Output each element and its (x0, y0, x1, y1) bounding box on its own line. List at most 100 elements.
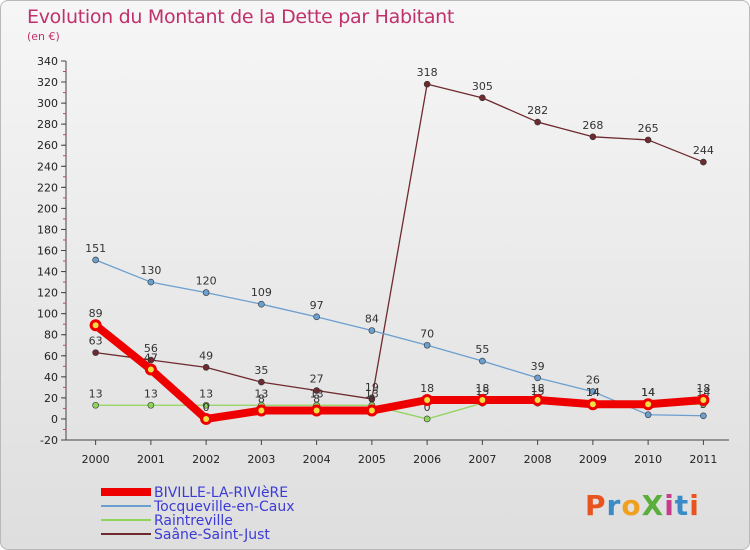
data-label: 130 (140, 264, 161, 277)
data-label: 120 (196, 275, 217, 288)
legend: BIVILLE-LA-RIVIèRETocqueville-en-CauxRai… (101, 485, 294, 543)
data-point (700, 412, 707, 420)
logo-letter: P (585, 489, 607, 522)
logo-letter: r (606, 489, 622, 522)
data-label: 39 (531, 360, 545, 373)
data-point (589, 388, 597, 395)
data-label: 56 (144, 342, 158, 355)
data-point (534, 118, 541, 126)
data-label: 244 (693, 144, 714, 157)
y-tick-label: 0 (51, 413, 58, 426)
data-point-center (534, 396, 541, 403)
data-point (479, 94, 486, 102)
data-point (202, 289, 210, 296)
y-tick-label: 20 (44, 392, 58, 405)
data-point (92, 256, 99, 264)
data-point-center (700, 396, 707, 403)
data-point (92, 401, 99, 409)
y-tick-label: 280 (37, 118, 58, 131)
x-tick-label: 2003 (247, 453, 275, 466)
data-point (534, 374, 541, 382)
data-label: 305 (472, 80, 493, 93)
data-point (423, 341, 431, 349)
data-point (313, 387, 320, 394)
data-label: 49 (199, 349, 213, 362)
data-label: 15 (531, 385, 545, 398)
data-label: 8 (258, 393, 265, 406)
y-ticks: -20 0 20 40 60 80 100 120 140 160 180 200 220 240 260 2… (37, 55, 66, 447)
data-point (423, 80, 431, 88)
legend-label: BIVILLE-LA-RIVIèRE (154, 485, 288, 501)
x-tick-label: 2000 (82, 453, 110, 466)
data-label: 268 (582, 119, 603, 132)
data-label: 14 (641, 386, 655, 399)
data-label: 18 (420, 382, 434, 395)
data-point (313, 313, 320, 321)
y-tick-label: 180 (37, 223, 58, 236)
data-label: 13 (365, 387, 379, 400)
data-label: 0 (424, 401, 431, 414)
data-label: 47 (144, 351, 158, 364)
data-point-center (313, 407, 320, 414)
y-tick-label: 200 (37, 202, 58, 215)
x-tick-label: 2009 (579, 453, 607, 466)
chart-title: Evolution du Montant de la Dette par Hab… (27, 6, 455, 28)
logo-letter: X (641, 489, 665, 522)
y-tick-label: 60 (44, 350, 58, 363)
logo-letter: t (674, 489, 690, 522)
data-label: 13 (254, 387, 268, 400)
y-tick-label: 260 (37, 139, 58, 152)
data-label: 265 (638, 122, 659, 135)
y-tick-label: 120 (37, 287, 58, 300)
x-tick-label: 2006 (413, 453, 441, 466)
y-tick-label: 40 (44, 371, 58, 384)
data-label: 0 (203, 401, 210, 414)
data-point (368, 327, 376, 334)
logo-letter: i (664, 489, 675, 522)
y-tick-label: -20 (40, 434, 58, 447)
data-point (258, 378, 265, 386)
x-tick-label: 2002 (192, 453, 220, 466)
series-line (94, 259, 705, 417)
y-tick-label: 140 (37, 266, 58, 279)
data-label: 8 (368, 393, 375, 406)
x-tick-label: 2010 (634, 453, 662, 466)
data-label: 19 (365, 381, 379, 394)
chart-subtitle: (en €) (27, 30, 60, 43)
data-point (479, 357, 486, 365)
data-label: 151 (85, 242, 106, 255)
data-label: 18 (475, 382, 489, 395)
data-label: 15 (475, 385, 489, 398)
legend-label: Saâne-Saint-Just (154, 527, 270, 543)
y-tick-label: 220 (37, 181, 58, 194)
data-point (644, 136, 652, 144)
x-tick-label: 2007 (468, 453, 496, 466)
y-tick-label: 240 (37, 160, 58, 173)
y-tick-label: 160 (37, 245, 58, 258)
legend-label: Tocqueville-en-Caux (153, 499, 294, 515)
y-tick-label: 100 (37, 308, 58, 321)
data-label: 70 (420, 327, 434, 340)
y-tick-label: 80 (44, 329, 58, 342)
x-tick-label: 2004 (303, 453, 331, 466)
x-tick-label: 2011 (689, 453, 717, 466)
data-label: 55 (475, 343, 489, 356)
data-point-center (424, 396, 431, 403)
data-label: 14 (586, 386, 600, 399)
data-point (147, 278, 155, 286)
logo-letter: o (621, 489, 642, 522)
data-point-center (258, 407, 265, 414)
data-point-center (92, 322, 99, 329)
data-label: 84 (365, 313, 379, 326)
y-tick-label: 340 (37, 55, 58, 68)
series-line (94, 83, 705, 400)
data-point-center (147, 366, 154, 373)
data-label: 27 (310, 373, 324, 386)
data-point (368, 395, 376, 403)
data-label: 14 (586, 386, 600, 399)
data-label: 26 (586, 374, 600, 387)
data-label: 97 (310, 299, 324, 312)
data-point (644, 411, 652, 419)
